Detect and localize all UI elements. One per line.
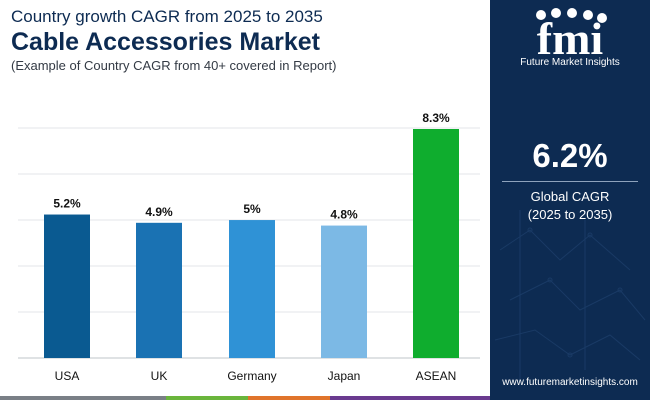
chart-title: Cable Accessories Market — [11, 28, 320, 56]
x-tick-japan: Japan — [328, 369, 361, 383]
data-labels: 5.2% 4.9% 5% 4.8% 8.3% — [53, 111, 450, 222]
bar-chart: 5.2% 4.9% 5% 4.8% 8.3% USA UK Germany Japan ASEA… — [18, 111, 480, 383]
x-tick-germany: Germany — [227, 369, 276, 383]
data-label-japan: 4.8% — [330, 208, 358, 222]
x-tick-usa: USA — [55, 369, 80, 383]
x-tick-asean: ASEAN — [416, 369, 457, 383]
footer-segment-orange — [248, 396, 330, 400]
footer-segment-grey — [0, 396, 166, 400]
bar-japan — [321, 225, 367, 358]
global-cagr-label-line2: (2025 to 2035) — [527, 207, 613, 222]
footer-color-bar — [0, 396, 490, 400]
global-cagr-label: Global CAGR (2025 to 2035) — [490, 188, 650, 224]
data-label-uk: 4.9% — [145, 205, 173, 219]
bar-usa — [44, 214, 90, 358]
x-tick-labels: USA UK Germany Japan ASEAN — [55, 369, 457, 383]
footer-segment-purple — [330, 396, 490, 400]
fmi-logo: fmi — [536, 8, 607, 64]
bar-asean — [413, 129, 459, 358]
global-cagr-label-line1: Global CAGR — [530, 189, 610, 204]
bars — [44, 129, 459, 358]
data-label-usa: 5.2% — [53, 197, 81, 211]
data-label-germany: 5% — [243, 202, 261, 216]
panel-texture — [494, 210, 646, 380]
footer-segment-green — [166, 396, 248, 400]
divider — [502, 181, 638, 182]
logo-caption: Future Market Insights — [520, 57, 620, 68]
chart-note: (Example of Country CAGR from 40+ covere… — [11, 58, 337, 73]
x-tick-uk: UK — [151, 369, 168, 383]
summary-panel: fmi Future Market Insights 6.2% Global C… — [490, 0, 650, 400]
website-url: www.futuremarketinsights.com — [502, 377, 638, 388]
global-cagr-value: 6.2% — [532, 137, 608, 174]
chart-subtitle: Country growth CAGR from 2025 to 2035 — [11, 7, 323, 26]
data-label-asean: 8.3% — [422, 111, 450, 125]
bar-germany — [229, 220, 275, 358]
logo-text: fmi — [537, 13, 604, 64]
bar-uk — [136, 222, 182, 358]
